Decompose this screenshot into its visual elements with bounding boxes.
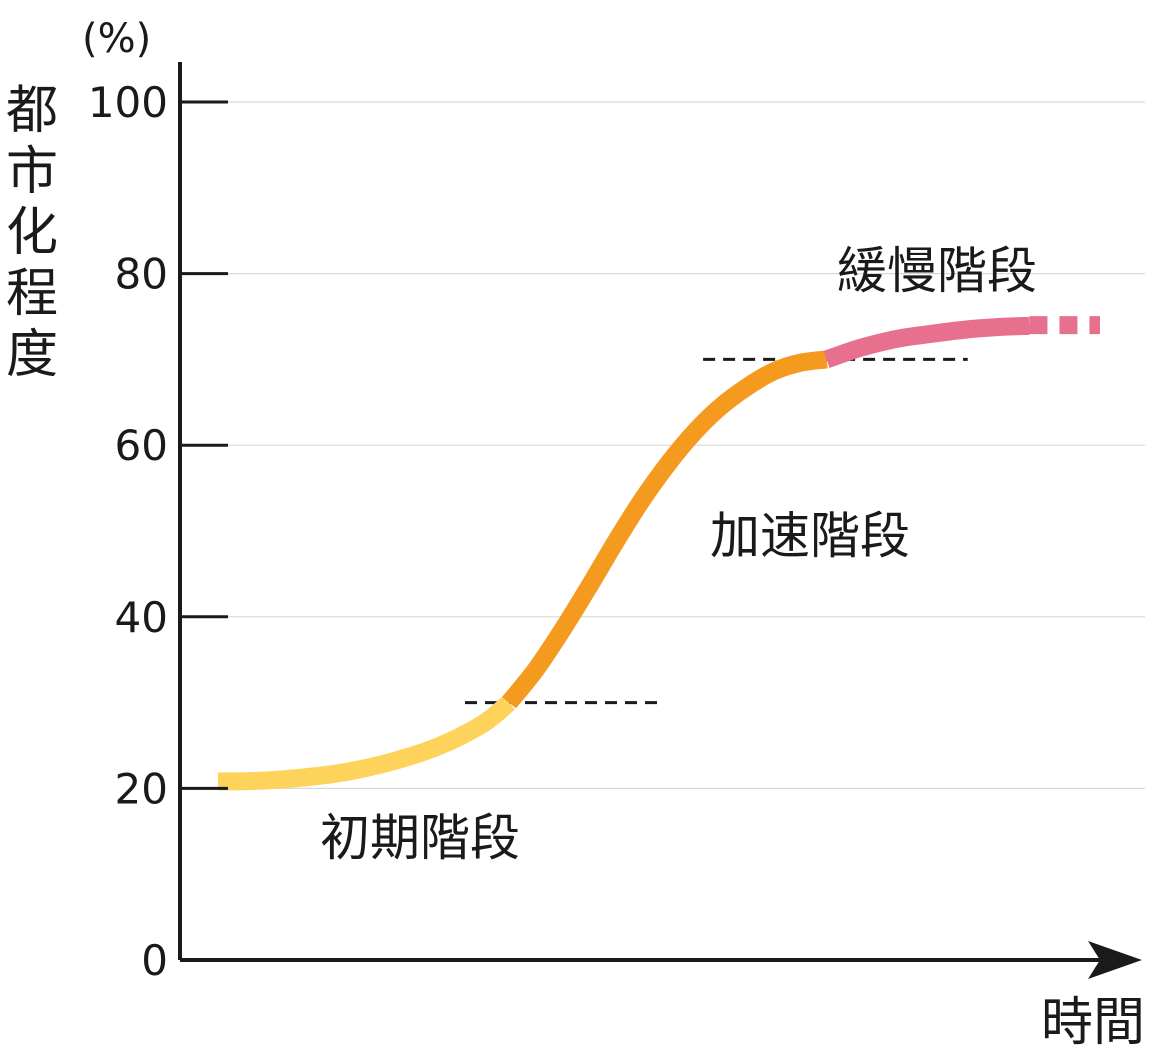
gridlines [180,101,1145,790]
y-tick-label-80: 80 [115,250,168,299]
y-unit: (%) [82,16,151,62]
y-axis-label-char: 程 [6,264,58,324]
threshold-lines [464,357,968,705]
phase-label-initial: 初期階段 [320,809,520,867]
axes [178,62,1142,979]
curve [217,316,1100,791]
y-tick-label-100: 100 [88,78,168,127]
y-ticks: 0 20 40 60 80 100 [88,78,228,985]
curve-segment-initial [217,695,515,791]
y-axis-label-char: 市 [6,142,58,202]
curve-segment-slow [823,316,1030,368]
y-tick-label-20: 20 [115,764,168,813]
y-axis-label-char: 化 [6,203,58,263]
y-tick-label-0: 0 [141,936,168,985]
phase-label-slow: 緩慢階段 [837,242,1037,300]
x-axis-arrow-icon [1088,941,1142,979]
y-tick-label-40: 40 [115,593,168,642]
y-axis-label: 都市化程度 [6,81,58,385]
curve-segment-accelerated [502,350,828,709]
y-tick-label-60: 60 [115,421,168,470]
y-axis-label-char: 都 [6,81,58,141]
x-axis-label: 時間 [1041,993,1145,1050]
y-axis-label-char: 度 [6,325,58,385]
phase-label-accelerated: 加速階段 [710,507,910,565]
